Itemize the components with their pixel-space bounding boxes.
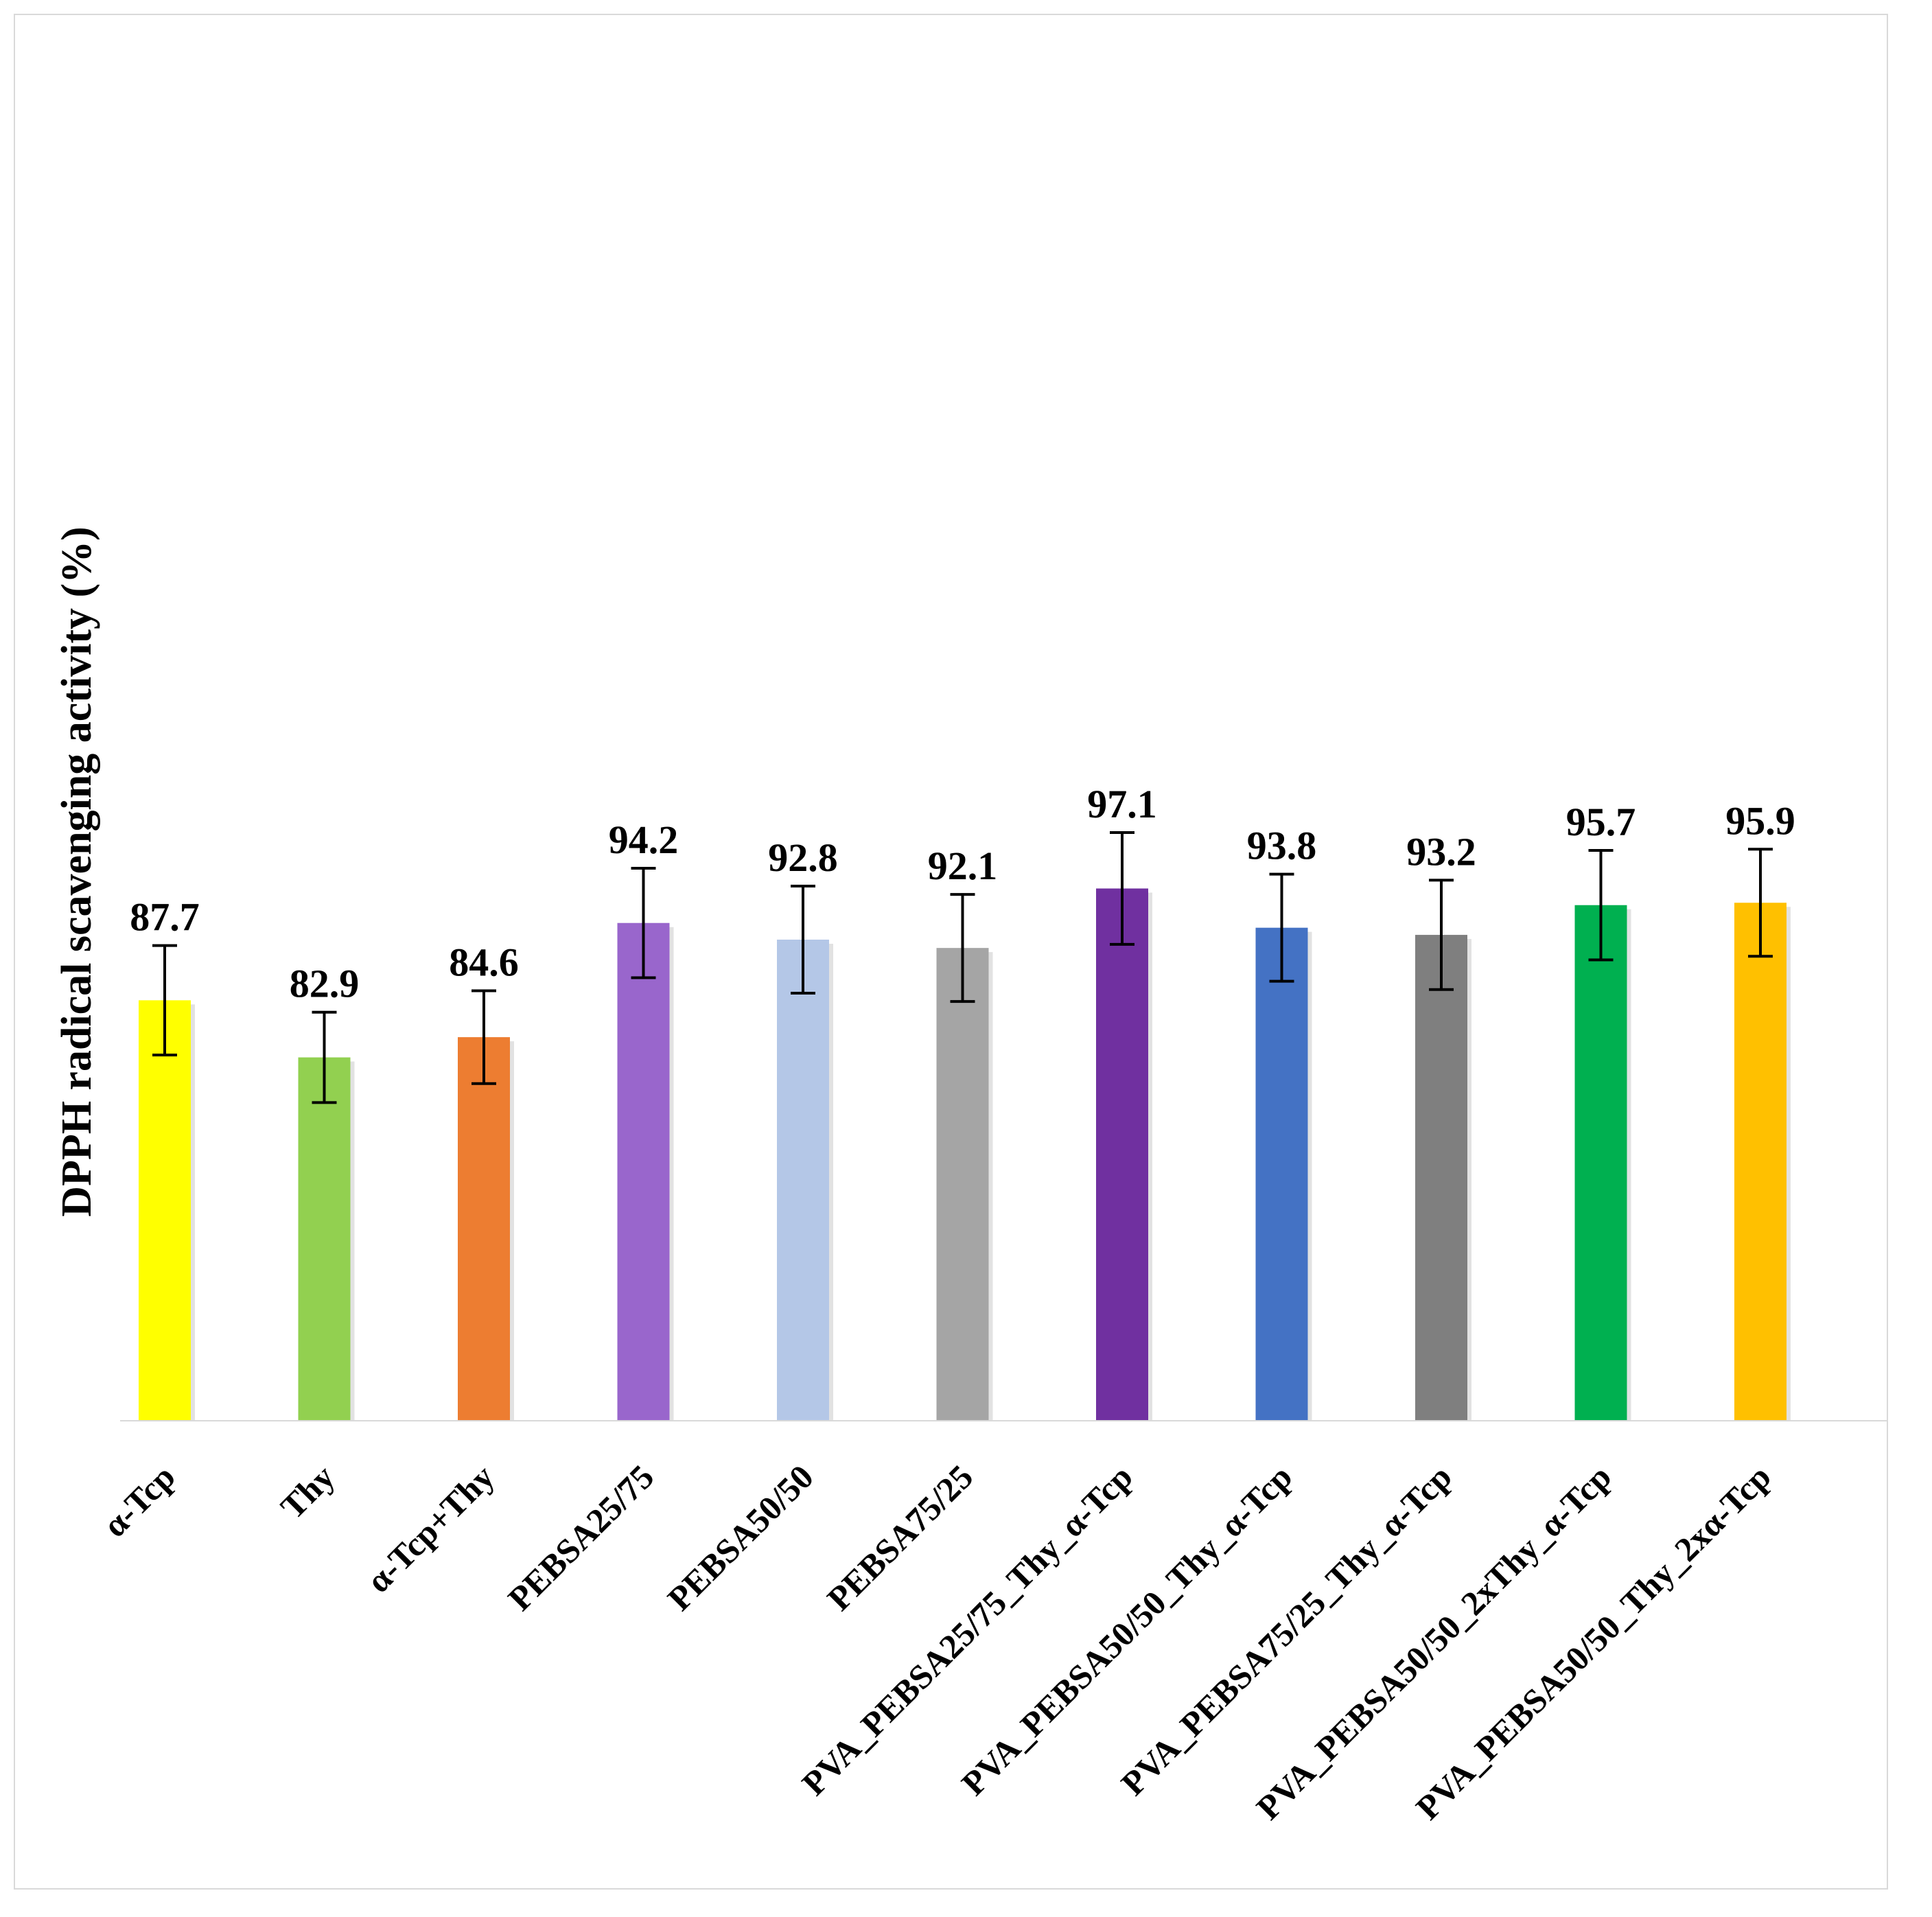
bar — [1096, 888, 1148, 1421]
x-tick-label: Thy — [273, 1457, 342, 1526]
data-label: 93.8 — [1247, 824, 1317, 868]
bar — [1734, 903, 1786, 1421]
bar — [458, 1037, 510, 1421]
bar — [617, 922, 670, 1421]
x-tick-label: PVA_PEBSA75/25_Thy_α-Tcp — [1113, 1457, 1458, 1802]
bar — [1574, 905, 1627, 1421]
data-label: 97.1 — [1087, 782, 1157, 826]
data-label: 92.1 — [928, 844, 998, 888]
y-axis-label: DPPH radical scavenging activity (%) — [54, 526, 100, 1217]
data-label: 84.6 — [449, 940, 519, 985]
category-labels-group: α-Tcp Thy α-Tcp+ThyPEBSA25/75PEBSA50/50PEB… — [95, 1457, 1778, 1827]
bar — [139, 1000, 191, 1421]
error-bars-group — [152, 831, 1773, 1104]
data-label: 95.9 — [1725, 798, 1795, 843]
data-label: 93.2 — [1406, 829, 1476, 874]
value-labels-group: 87.7 82.9 84.6 94.2 92.8 92.1 97.1 93.8 93.2 95.7… — [130, 782, 1795, 1006]
x-tick-label: α-Tcp — [95, 1457, 183, 1544]
x-tick-label: PEBSA25/75 — [500, 1457, 661, 1618]
bar — [298, 1057, 351, 1421]
bar — [777, 940, 829, 1421]
bars-group — [139, 888, 1791, 1421]
bar — [1255, 927, 1308, 1421]
data-label: 92.8 — [768, 835, 838, 880]
data-label: 87.7 — [130, 895, 200, 940]
data-label: 82.9 — [290, 962, 360, 1006]
x-tick-label: PEBSA50/50 — [660, 1457, 821, 1618]
bar — [1415, 935, 1467, 1421]
x-tick-label: PEBSA75/25 — [819, 1457, 980, 1618]
x-tick-label: α-Tcp+Thy — [359, 1457, 502, 1600]
x-tick-label: PVA_PEBSA50/50_Thy_2xα-Tcp — [1408, 1457, 1778, 1827]
data-label: 95.7 — [1566, 800, 1636, 844]
x-tick-label: PVA_PEBSA25/75_Thy_α-Tcp — [794, 1457, 1139, 1802]
x-tick-label: PVA_PEBSA50/50_2xThy_α-Tcp — [1249, 1457, 1619, 1827]
x-tick-label: PVA_PEBSA50/50_Thy_α-Tcp — [954, 1457, 1299, 1802]
data-label: 94.2 — [609, 817, 679, 862]
bar — [936, 948, 989, 1421]
